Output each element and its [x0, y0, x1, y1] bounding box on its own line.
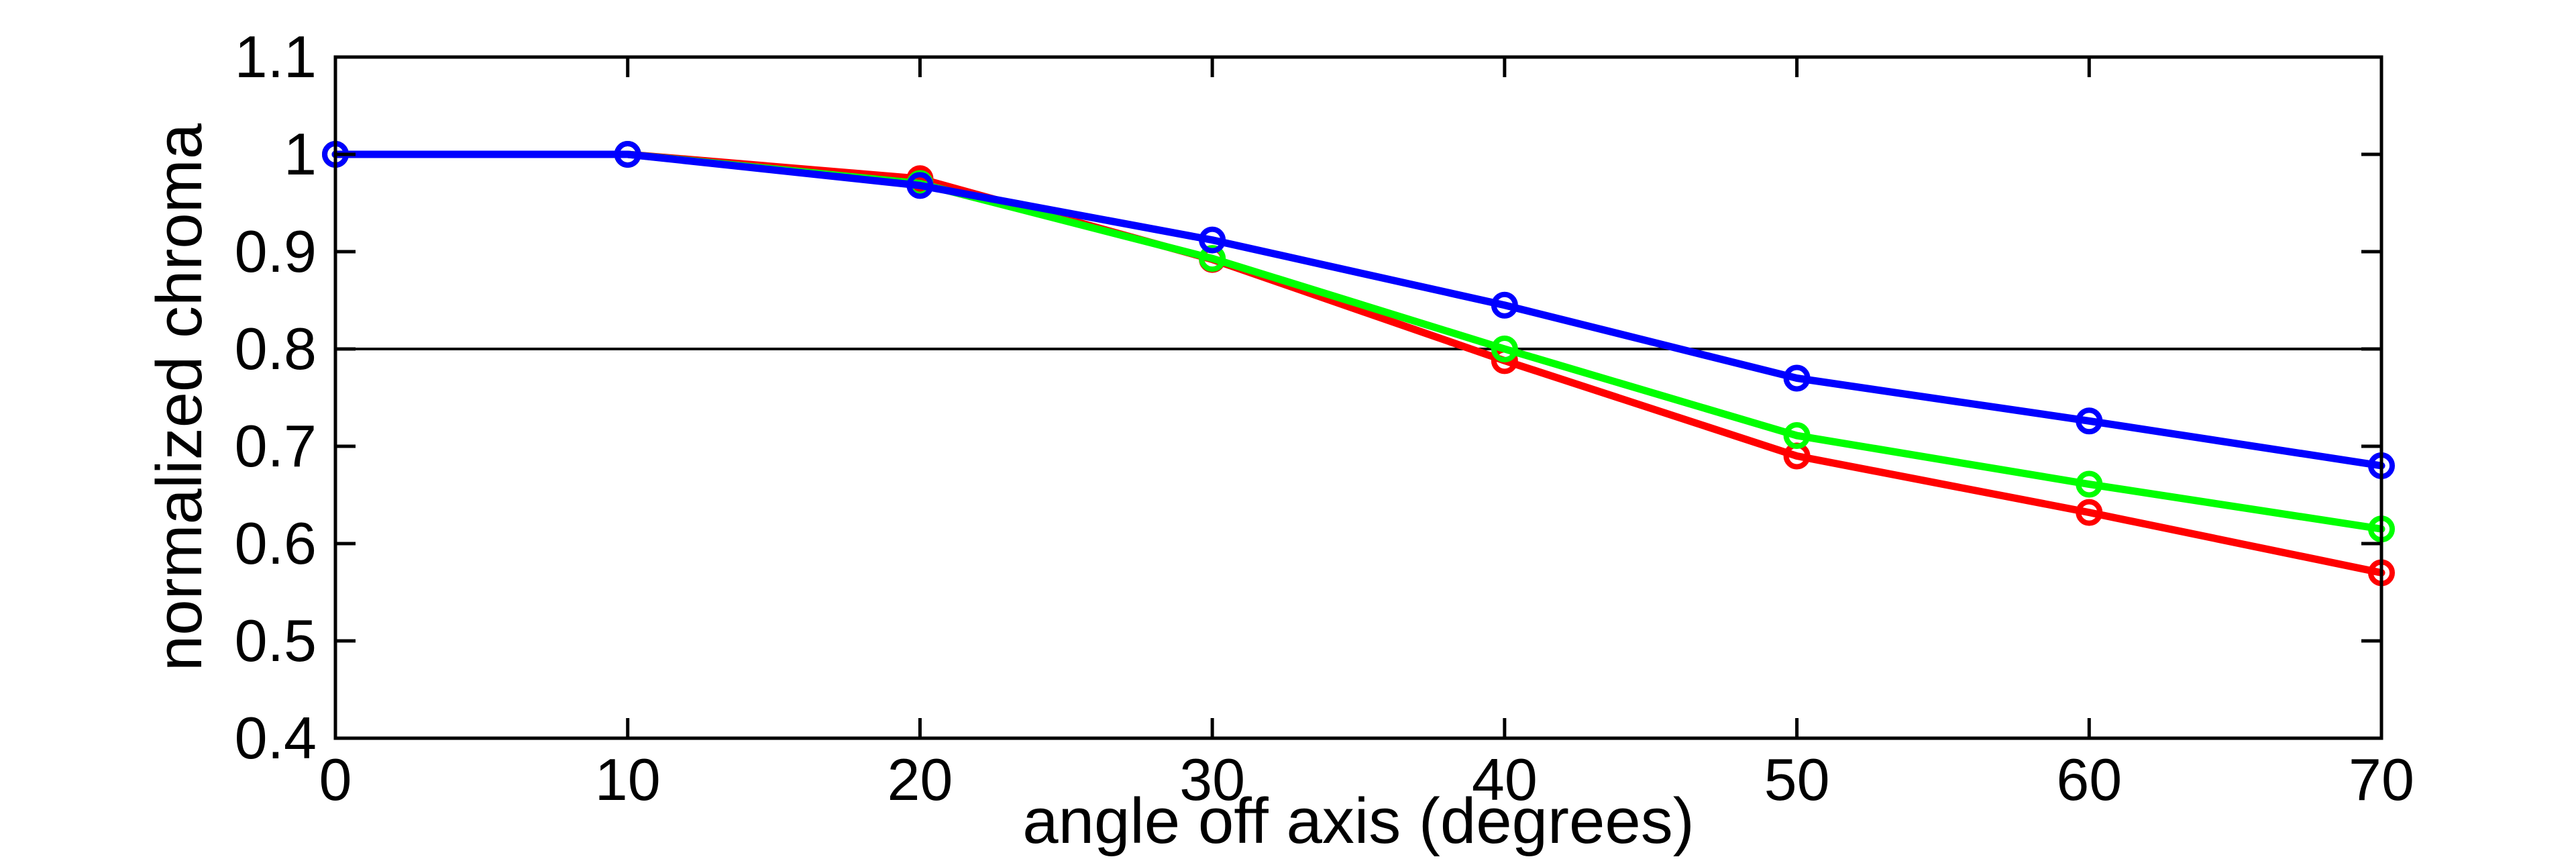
- y-tick-label: 0.4: [235, 705, 317, 771]
- plot-area: 0 10 20 30 40 50 60 70 0.4 0.5 0.6 0.7 0.8 0.9 1 1.1: [235, 23, 2414, 813]
- marker-green: [1491, 336, 1518, 362]
- marker-blue: [1491, 291, 1518, 319]
- y-tick-label: 0.9: [235, 218, 317, 285]
- marker-blue: [1199, 226, 1226, 254]
- x-tick-label: 50: [1764, 746, 1830, 813]
- x-tick-label: 30: [1179, 746, 1245, 813]
- x-tick-label: 0: [319, 746, 352, 813]
- marker-blue: [2076, 407, 2103, 435]
- y-tick-label: 0.7: [235, 413, 317, 479]
- x-tick-label: 20: [887, 746, 953, 813]
- x-tick-label: 10: [595, 746, 661, 813]
- marker-blue: [1783, 364, 1811, 392]
- series-line-red: [331, 150, 2385, 576]
- y-axis-label: normalized chroma: [144, 123, 215, 671]
- y-tick-label: 0.6: [235, 510, 317, 576]
- x-tick-label: 60: [2056, 746, 2122, 813]
- y-tick-label: 1.1: [235, 23, 317, 90]
- marker-blue: [614, 141, 641, 168]
- x-tick-label: 70: [2349, 746, 2414, 813]
- marker-green: [1783, 422, 1811, 450]
- marker-green: [2076, 470, 2103, 498]
- y-tick-label: 1: [284, 121, 317, 187]
- marker-blue: [906, 172, 934, 199]
- series-line-green: [331, 150, 2385, 533]
- series-line-blue: [331, 150, 2385, 470]
- axes-box: [333, 55, 2383, 740]
- y-tick-label: 0.5: [235, 607, 317, 674]
- marker-red: [2076, 499, 2103, 526]
- x-axis-label: angle off axis (degrees): [1022, 785, 1694, 857]
- y-tick-label: 0.8: [235, 315, 317, 382]
- x-tick-label: 40: [1472, 746, 1538, 813]
- marker-green: [1199, 245, 1226, 272]
